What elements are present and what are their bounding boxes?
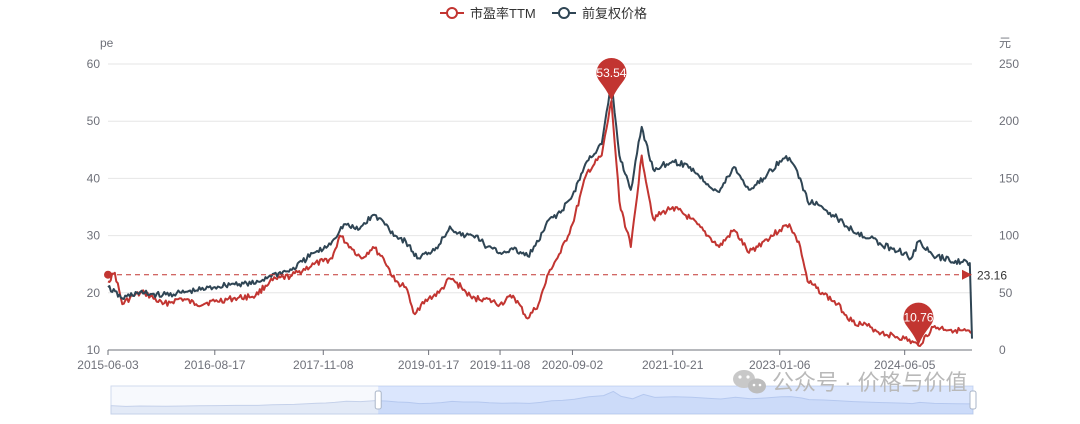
left-tick-label: 60 bbox=[87, 57, 101, 71]
watermark-text: 公众号 · 价格与价值 bbox=[772, 370, 968, 395]
left-tick-label: 20 bbox=[87, 286, 101, 300]
zoom-handle-end[interactable] bbox=[969, 390, 977, 410]
right-tick-label: 50 bbox=[999, 286, 1013, 300]
x-tick-label: 2020-09-02 bbox=[542, 358, 604, 372]
left-tick-label: 30 bbox=[87, 229, 101, 243]
mark-point-label: 10.76 bbox=[903, 311, 933, 325]
right-tick-label: 150 bbox=[999, 171, 1019, 185]
right-axis-name: 元 bbox=[999, 36, 1011, 50]
mark-points: 53.54 10.76 bbox=[596, 57, 934, 346]
price-line[interactable] bbox=[107, 82, 973, 339]
x-tick-label: 2021-10-21 bbox=[642, 358, 704, 372]
zoom-handle-start[interactable] bbox=[374, 390, 382, 410]
left-tick-label: 10 bbox=[87, 343, 101, 357]
mark-point-pin[interactable]: 10.76 bbox=[903, 302, 934, 346]
mark-point-pin[interactable]: 53.54 bbox=[596, 57, 627, 101]
right-tick-label: 250 bbox=[999, 57, 1019, 71]
x-axis: 2015-06-03 2016-08-17 2017-11-08 2019-01-17… bbox=[77, 349, 972, 372]
watermark: 公众号 · 价格与价值 bbox=[733, 370, 968, 395]
x-tick-label: 2024-06-05 bbox=[874, 358, 936, 372]
mark-line-label: 23.16 bbox=[977, 269, 1007, 283]
series-lines bbox=[107, 82, 973, 347]
grid-lines bbox=[108, 63, 972, 351]
x-tick-label: 2017-11-08 bbox=[293, 358, 354, 372]
legend[interactable]: 市盈率TTM 前复权价格 bbox=[440, 6, 647, 21]
legend-pe-label: 市盈率TTM bbox=[470, 6, 536, 21]
mark-point-shape bbox=[596, 57, 627, 101]
legend-item-pe[interactable]: 市盈率TTM bbox=[440, 6, 536, 21]
mark-line: 23.16 bbox=[104, 269, 1007, 283]
right-tick-label: 0 bbox=[999, 343, 1006, 357]
x-tick-label: 2019-11-08 bbox=[470, 358, 531, 372]
legend-item-price[interactable]: 前复权价格 bbox=[552, 6, 647, 21]
zoom-preview-area bbox=[110, 390, 974, 415]
left-axis-ticks: 10 20 30 40 50 60 bbox=[87, 57, 101, 357]
right-tick-label: 200 bbox=[999, 114, 1019, 128]
x-tick-label: 2016-08-17 bbox=[184, 358, 246, 372]
legend-price-label: 前复权价格 bbox=[582, 6, 647, 21]
x-tick-label: 2019-01-17 bbox=[398, 358, 460, 372]
wechat-icon bbox=[733, 370, 766, 394]
mark-point-label: 53.54 bbox=[596, 66, 626, 80]
x-tick-label: 2015-06-03 bbox=[77, 358, 139, 372]
x-tick-label: 2023-01-06 bbox=[749, 358, 811, 372]
left-axis-name: pe bbox=[100, 36, 114, 50]
mark-line-arrow bbox=[962, 269, 972, 280]
pe-ttm-line[interactable] bbox=[107, 100, 973, 347]
left-tick-label: 50 bbox=[87, 114, 101, 128]
right-tick-label: 100 bbox=[999, 229, 1019, 243]
right-axis-ticks: 0 50 100 150 200 250 bbox=[999, 57, 1019, 357]
mark-point-shape bbox=[903, 302, 934, 346]
data-zoom[interactable] bbox=[110, 385, 977, 415]
left-tick-label: 40 bbox=[87, 171, 101, 185]
zoom-selected-window[interactable] bbox=[378, 386, 974, 414]
legend-pe-symbol bbox=[446, 7, 458, 19]
legend-price-symbol bbox=[558, 7, 570, 19]
